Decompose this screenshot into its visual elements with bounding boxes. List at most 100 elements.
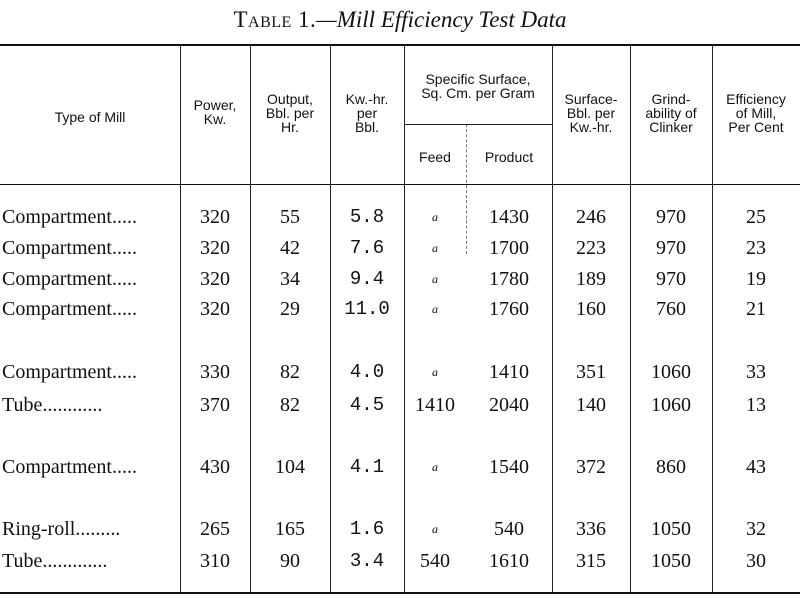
feed-cell: 540 — [420, 550, 450, 572]
product-cell: 1410 — [489, 361, 529, 383]
mill-type-cell: Compartment..... — [2, 268, 137, 290]
header-grindability: Grind- ability of Clinker — [645, 91, 697, 135]
grind-cell: 970 — [656, 206, 686, 228]
eff-cell: 33 — [746, 361, 766, 383]
kwhr-cell: 3.4 — [349, 550, 385, 572]
subcolumn-divider — [466, 124, 467, 254]
output-cell: 82 — [280, 394, 300, 416]
mill-type-cell: Compartment..... — [2, 298, 137, 320]
feed-cell: 1410 — [415, 394, 455, 416]
column-divider — [330, 46, 331, 592]
eff-cell: 25 — [746, 206, 766, 228]
mill-type-cell: Compartment..... — [2, 237, 137, 259]
surface-cell: 351 — [576, 361, 606, 383]
column-divider — [404, 46, 405, 592]
output-cell: 104 — [275, 456, 305, 478]
power-cell: 310 — [200, 550, 230, 572]
column-divider — [250, 46, 251, 592]
surface-cell: 246 — [576, 206, 606, 228]
grind-cell: 860 — [656, 456, 686, 478]
surface-cell: 140 — [576, 394, 606, 416]
column-divider — [630, 46, 631, 592]
output-cell: 34 — [280, 268, 300, 290]
header-efficiency: Efficiency of Mill, Per Cent — [726, 91, 786, 135]
product-cell: 1540 — [489, 456, 529, 478]
header-power: Power, Kw. — [193, 97, 237, 127]
table-title-text: —Mill Efficiency Test Data — [316, 7, 567, 32]
header-product: Product — [484, 149, 534, 165]
surface-cell: 336 — [576, 518, 606, 540]
header-kwhr-per-bbl: Kw.-hr. per Bbl. — [345, 91, 389, 135]
power-cell: 320 — [200, 298, 230, 320]
mill-type-cell: Compartment..... — [2, 206, 137, 228]
kwhr-cell: 5.8 — [349, 206, 385, 228]
surface-cell: 223 — [576, 237, 606, 259]
kwhr-cell: 4.5 — [349, 394, 385, 416]
table-title-prefix: Table 1. — [233, 7, 317, 32]
grind-cell: 970 — [656, 237, 686, 259]
grind-cell: 1060 — [651, 361, 691, 383]
product-cell: 540 — [494, 518, 524, 540]
eff-cell: 19 — [746, 268, 766, 290]
mill-type-cell: Ring-roll......... — [2, 518, 121, 540]
eff-cell: 30 — [746, 550, 766, 572]
grind-cell: 1050 — [651, 550, 691, 572]
feed-cell: a — [432, 210, 438, 224]
header-surface-bbl: Surface- Bbl. per Kw.-hr. — [564, 91, 618, 135]
mill-type-cell: Tube............ — [2, 394, 103, 416]
eff-cell: 43 — [746, 456, 766, 478]
header-type-of-mill: Type of Mill — [54, 109, 126, 125]
feed-cell: a — [432, 241, 438, 255]
power-cell: 330 — [200, 361, 230, 383]
surface-cell: 315 — [576, 550, 606, 572]
surface-cell: 372 — [576, 456, 606, 478]
kwhr-cell: 4.1 — [349, 456, 385, 478]
kwhr-cell: 4.0 — [349, 361, 385, 383]
specific-surface-rule — [404, 124, 552, 125]
power-cell: 320 — [200, 237, 230, 259]
power-cell: 320 — [200, 206, 230, 228]
kwhr-cell: 1.6 — [349, 518, 385, 540]
header-feed: Feed — [419, 149, 451, 165]
product-cell: 1610 — [489, 550, 529, 572]
eff-cell: 23 — [746, 237, 766, 259]
feed-cell: a — [432, 272, 438, 286]
mill-type-cell: Compartment..... — [2, 456, 137, 478]
table-title: Table 1.—Mill Efficiency Test Data — [0, 2, 800, 38]
power-cell: 370 — [200, 394, 230, 416]
top-rule — [0, 44, 800, 46]
output-cell: 82 — [280, 361, 300, 383]
column-divider — [552, 46, 553, 592]
kwhr-cell: 11.0 — [344, 298, 390, 320]
grind-cell: 970 — [656, 268, 686, 290]
product-cell: 1780 — [489, 268, 529, 290]
power-cell: 320 — [200, 268, 230, 290]
feed-cell: a — [432, 365, 438, 379]
product-cell: 1760 — [489, 298, 529, 320]
output-cell: 42 — [280, 237, 300, 259]
header-output: Output, Bbl. per Hr. — [265, 91, 315, 135]
product-cell: 1700 — [489, 237, 529, 259]
bottom-rule — [0, 592, 800, 594]
mill-type-cell: Compartment..... — [2, 361, 137, 383]
output-cell: 90 — [280, 550, 300, 572]
grind-cell: 1050 — [651, 518, 691, 540]
eff-cell: 13 — [746, 394, 766, 416]
header-specific-surface: Specific Surface, Sq. Cm. per Gram — [421, 71, 535, 101]
surface-cell: 160 — [576, 298, 606, 320]
grind-cell: 1060 — [651, 394, 691, 416]
surface-cell: 189 — [576, 268, 606, 290]
eff-cell: 32 — [746, 518, 766, 540]
mill-type-cell: Tube............. — [2, 550, 108, 572]
power-cell: 430 — [200, 456, 230, 478]
grind-cell: 760 — [656, 298, 686, 320]
feed-cell: a — [432, 522, 438, 536]
output-cell: 55 — [280, 206, 300, 228]
header-rule — [0, 184, 800, 185]
product-cell: 2040 — [489, 394, 529, 416]
product-cell: 1430 — [489, 206, 529, 228]
feed-cell: a — [432, 302, 438, 316]
kwhr-cell: 7.6 — [349, 237, 385, 259]
feed-cell: a — [432, 460, 438, 474]
column-divider — [712, 46, 713, 592]
